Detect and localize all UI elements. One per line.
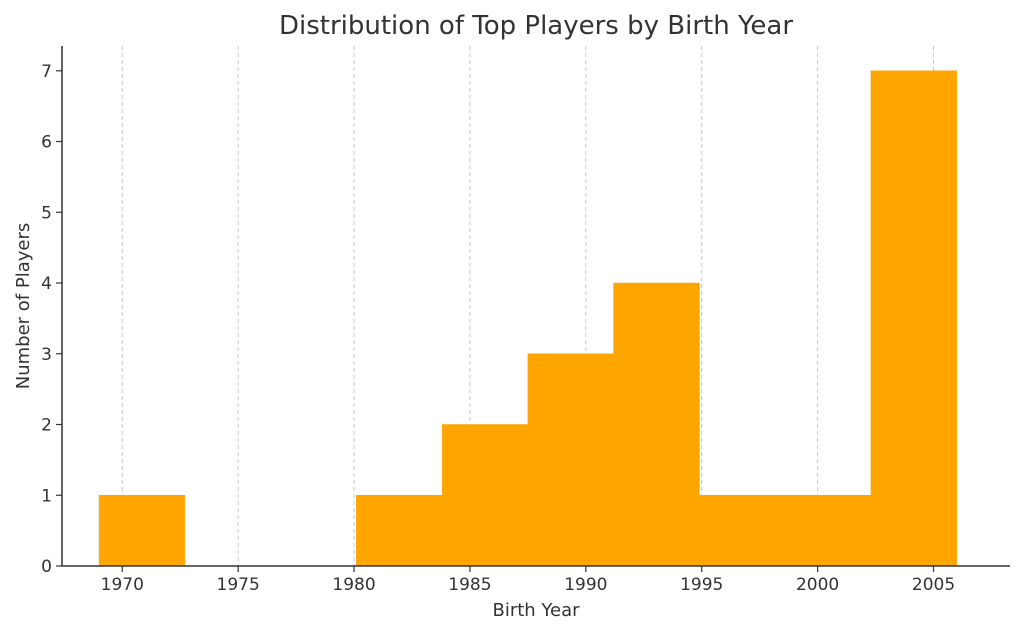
y-ticks: 0 1 2 3 4 5 6 7	[41, 62, 62, 577]
y-tick-label: 7	[41, 62, 52, 82]
x-tick-label: 1995	[680, 575, 723, 595]
x-ticks: 1970 1975 1980 1985 1990 1995 2000 2005	[101, 566, 955, 595]
y-tick-label: 2	[41, 416, 52, 436]
x-tick-label: 2000	[796, 575, 839, 595]
x-tick-label: 1980	[332, 575, 375, 595]
x-tick-label: 2005	[912, 575, 955, 595]
x-tick-label: 1975	[217, 575, 260, 595]
histogram-bar	[356, 495, 443, 567]
y-tick-label: 0	[41, 557, 52, 577]
histogram-bar	[870, 70, 957, 567]
x-axis-label: Birth Year	[492, 600, 580, 621]
y-tick-label: 4	[41, 274, 52, 294]
histogram-bar	[527, 353, 614, 567]
histogram-bars	[98, 70, 957, 567]
histogram-bar	[441, 424, 529, 567]
x-tick-label: 1990	[564, 575, 607, 595]
y-axis-label: Number of Players	[13, 223, 34, 390]
y-tick-label: 6	[41, 133, 52, 153]
histogram-bar	[784, 495, 872, 567]
x-tick-label: 1985	[448, 575, 491, 595]
histogram-bar	[699, 495, 786, 567]
y-tick-label: 5	[41, 203, 52, 223]
x-tick-label: 1970	[101, 575, 144, 595]
chart-title: Distribution of Top Players by Birth Yea…	[279, 11, 793, 41]
y-tick-label: 1	[41, 486, 52, 506]
axes	[61, 46, 1010, 567]
y-tick-label: 3	[41, 345, 52, 365]
histogram-bar	[98, 495, 186, 567]
histogram-bar	[613, 282, 700, 567]
